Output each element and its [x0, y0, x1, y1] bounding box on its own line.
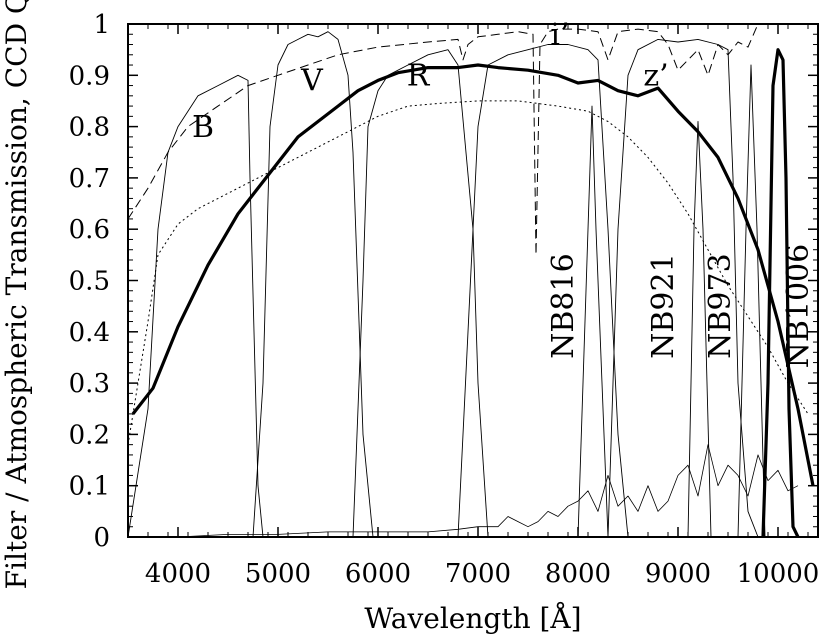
y-tick-label: 0 [93, 523, 110, 553]
x-tick-label: 9000 [645, 559, 711, 589]
y-tick-label: 0.5 [69, 267, 110, 297]
series-line-thick-11 [761, 48, 800, 538]
series-line-thin-6 [457, 44, 629, 538]
series-line-thin-8 [607, 38, 759, 538]
filter-label: NB816 [546, 253, 581, 359]
x-tick-label: 7000 [445, 559, 511, 589]
y-axis-title: Filter / Atmospheric Transmission, CCD Q… [0, 0, 33, 589]
series-line-thin-9 [687, 121, 712, 538]
filter-label: z’ [643, 59, 668, 94]
series-line-thin-4 [252, 31, 374, 538]
filter-label: V [300, 64, 324, 99]
y-tick-label: 1 [93, 10, 110, 40]
series-line-thin-7 [577, 105, 609, 538]
y-tick-label: 0.1 [69, 472, 110, 502]
filter-label: NB973 [703, 253, 738, 359]
x-tick-label: 5000 [245, 559, 311, 589]
series-line-thin-3 [127, 74, 264, 538]
x-tick-label: 4000 [145, 559, 211, 589]
y-tick-label: 0.8 [69, 113, 110, 143]
series-line-thick-0 [131, 63, 815, 487]
x-tick-label: 10000 [737, 559, 820, 589]
y-tick-label: 0.6 [69, 215, 110, 245]
y-tick-label: 0.9 [69, 61, 110, 91]
filter-label: NB1006 [781, 244, 816, 369]
filter-label: i’ [550, 18, 569, 53]
filter-label: B [192, 110, 214, 145]
y-tick-label: 0.7 [69, 164, 110, 194]
x-tick-label: 6000 [345, 559, 411, 589]
y-tick-label: 0.4 [69, 318, 110, 348]
label-layer: B V Ri’ z’ NB816 NB921 NB973 NB1006 [192, 18, 816, 369]
series-line-thin-10 [737, 64, 766, 538]
series-line-dashed-1 [127, 23, 759, 256]
tick-layer: 4000 5000 6000 7000 8000 9000 10000 0 0.1 0.2 0.3 0… [69, 10, 820, 589]
x-axis-title: Wavelength [Å] [364, 602, 581, 635]
series-line-noise-12 [128, 444, 799, 538]
y-tick-label: 0.2 [69, 420, 110, 450]
series-line-thin-5 [352, 49, 489, 538]
y-tick-label: 0.3 [69, 369, 110, 399]
series-layer [127, 23, 815, 538]
x-tick-label: 8000 [545, 559, 611, 589]
filter-label: R [407, 59, 431, 94]
filter-label: NB921 [646, 253, 681, 359]
series-line-dotted-2 [127, 100, 809, 445]
